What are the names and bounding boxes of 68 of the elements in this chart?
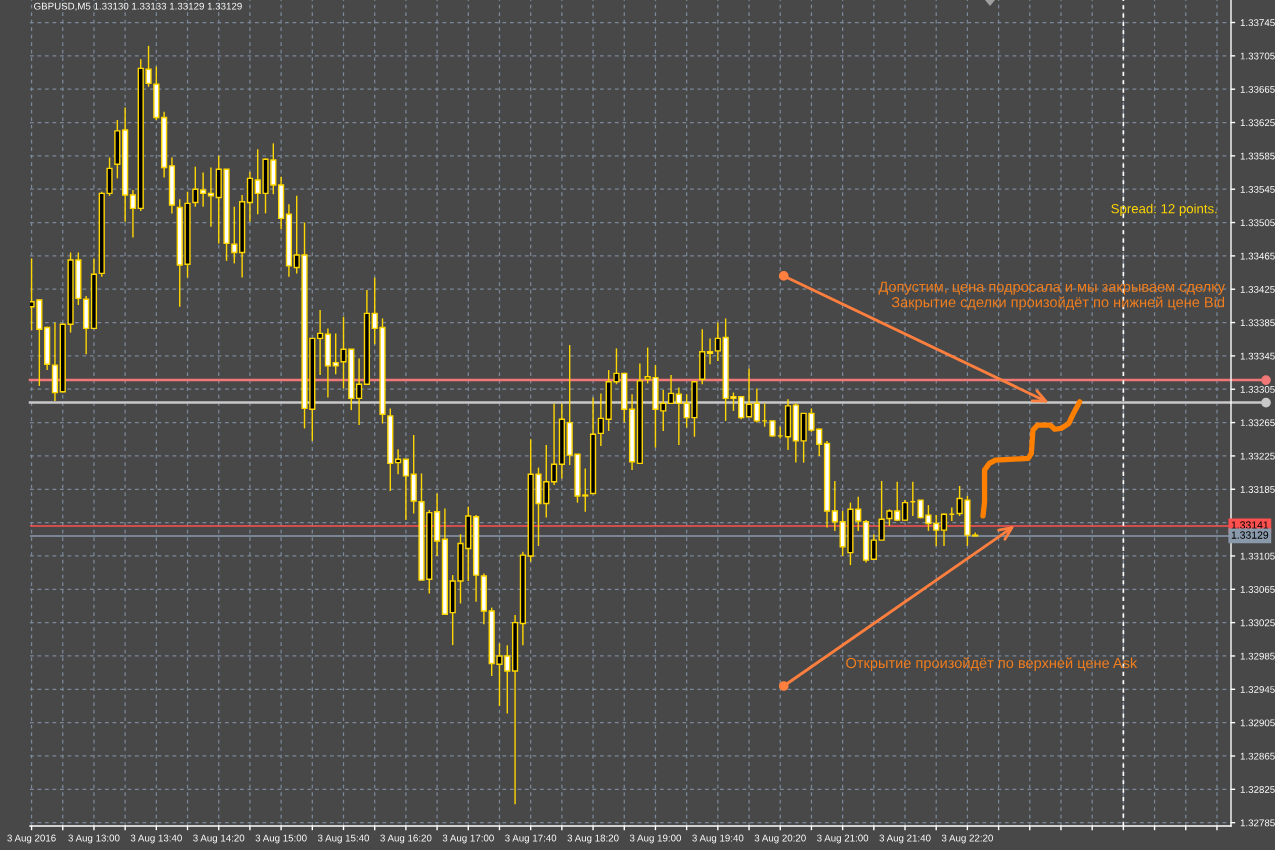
candlestick [901, 499, 909, 522]
candlestick [192, 166, 199, 208]
y-tick-label: 1.33625 [1240, 119, 1275, 127]
y-tick-label: 1.33545 [1240, 185, 1275, 193]
y-tick-label: 1.33465 [1240, 252, 1275, 260]
candlestick [402, 458, 410, 521]
candlestick [355, 357, 363, 426]
candlestick [940, 512, 948, 547]
candlestick [200, 171, 207, 208]
x-tick-label: 3 Aug 2016 [7, 834, 56, 844]
x-tick-label: 3 Aug 13:00 [68, 834, 120, 844]
chart-title: GBPUSD,M5 1.33130 1.33133 1.33129 1.33129 [34, 2, 242, 11]
y-tick-label: 1.33385 [1240, 319, 1275, 327]
candlestick [207, 166, 215, 228]
x-tick-label: 3 Aug 15:00 [255, 834, 307, 844]
x-tick-label: 3 Aug 19:00 [629, 834, 682, 844]
candlestick [706, 337, 714, 365]
x-tick-label: 3 Aug 13:40 [130, 834, 182, 844]
x-tick-label: 3 Aug 19:40 [692, 834, 744, 844]
y-tick-label: 1.32905 [1240, 719, 1275, 727]
y-tick-label: 1.32785 [1240, 819, 1275, 827]
x-tick-label: 3 Aug 21:00 [817, 834, 869, 844]
y-tick-label: 1.33265 [1240, 419, 1275, 427]
y-tick-label: 1.33185 [1240, 486, 1275, 493]
y-tick-label: 1.33745 [1240, 19, 1275, 27]
candlestick [745, 367, 753, 418]
x-tick-label: 3 Aug 22:20 [941, 834, 993, 844]
candlestick [550, 402, 558, 486]
candlestick [316, 309, 324, 376]
y-tick-label: 1.33345 [1240, 352, 1275, 360]
y-tick-label: 1.32865 [1240, 752, 1275, 760]
y-tick-label: 1.33665 [1240, 85, 1275, 93]
y-tick-label: 1.32825 [1240, 786, 1275, 793]
x-tick-label: 3 Aug 18:20 [567, 834, 619, 844]
ref-line-label: 1.33141 [1231, 521, 1269, 529]
x-tick-label: 3 Aug 17:00 [442, 834, 494, 844]
y-tick-label: 1.33105 [1240, 552, 1275, 560]
x-tick-label: 3 Aug 20:20 [754, 834, 806, 844]
x-tick-label: 3 Aug 15:40 [317, 834, 370, 844]
candlestick [667, 374, 675, 405]
y-tick-label: 1.33705 [1240, 52, 1275, 60]
ref-line-label: 1.33129 [1231, 531, 1269, 539]
y-tick-label: 1.33065 [1240, 586, 1275, 593]
candlestick [231, 206, 238, 265]
candlestick [675, 386, 682, 446]
candlestick [878, 480, 885, 541]
y-tick-label: 1.33585 [1240, 152, 1275, 160]
x-tick-label: 3 Aug 16:20 [380, 834, 432, 844]
y-tick-label: 1.32985 [1240, 652, 1275, 660]
x-tick-label: 3 Aug 17:40 [505, 834, 557, 844]
y-tick-label: 1.33025 [1240, 619, 1275, 627]
annotation: Допустим, цена подросала и мы закрываем сделку Закрытие сделки произойдёт по нижней цене Bid [878, 281, 1225, 311]
candlestick [129, 189, 137, 239]
candlestick [870, 533, 877, 560]
x-tick-label: 3 Aug 14:20 [193, 834, 245, 844]
y-tick-label: 1.33225 [1240, 452, 1275, 460]
annotation: Spread: 12 points. [1111, 203, 1217, 216]
annotation: Открытие произойдёт по верхней цене Ask [846, 657, 1138, 672]
y-tick-label: 1.33425 [1240, 285, 1275, 293]
candlestick [714, 321, 721, 362]
candlestick [597, 392, 604, 447]
x-tick-label: 3 Aug 21:40 [879, 834, 931, 844]
candlestick [332, 332, 339, 375]
candlestick [753, 387, 760, 424]
y-tick-label: 1.33505 [1240, 219, 1275, 227]
candlestick [831, 480, 838, 532]
y-tick-label: 1.32945 [1240, 686, 1275, 693]
y-tick-label: 1.33305 [1240, 385, 1275, 393]
